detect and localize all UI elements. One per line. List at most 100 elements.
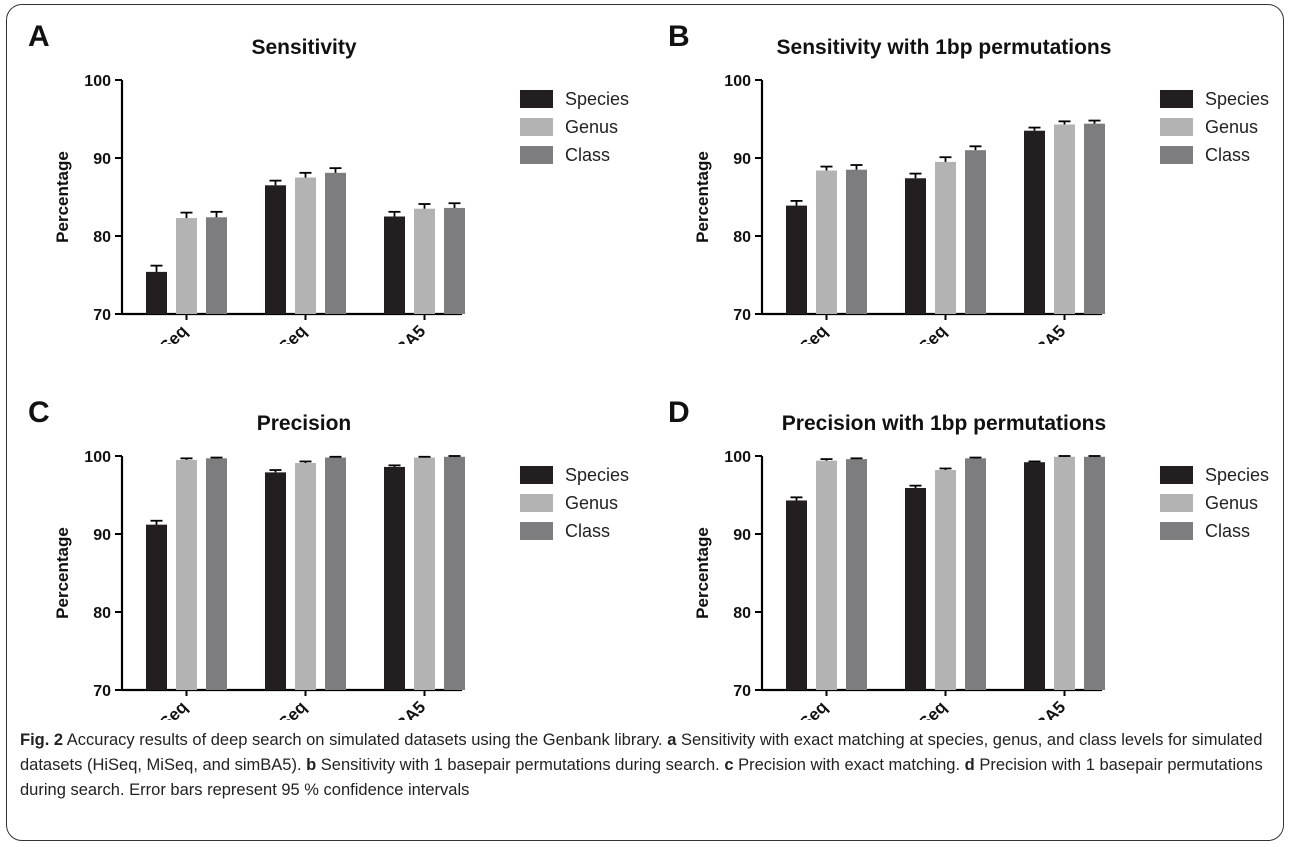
y-tick-label: 100 (84, 449, 111, 466)
bar-genus-miseq (935, 470, 956, 690)
caption-b-label: b (306, 756, 317, 774)
bar-class-hiseq (846, 169, 867, 314)
y-tick-label: 70 (93, 307, 111, 324)
y-tick-label: 100 (724, 73, 751, 90)
panel-letter: C (28, 396, 50, 429)
panel-c-precision: C Precision Percentage 70 80 90 100 HiSeq MiSeq s… (20, 390, 640, 720)
legend-label-species: Species (1205, 89, 1269, 109)
bar-species-simba5 (384, 466, 405, 690)
bar-genus-miseq (935, 161, 956, 314)
bar-class-miseq (325, 457, 346, 690)
legend-label-genus: Genus (565, 493, 618, 513)
y-tick-label: 80 (93, 605, 111, 622)
y-tick-label: 70 (733, 683, 751, 700)
legend-label-species: Species (1205, 465, 1269, 485)
bar-species-hiseq (146, 524, 167, 690)
y-tick-label: 100 (724, 449, 751, 466)
x-tick-label: HiSeq (784, 697, 832, 720)
chart-svg: B Sensitivity with 1bp permutations Percen… (668, 20, 1269, 344)
bar-species-hiseq (786, 500, 807, 690)
bar-species-miseq (265, 472, 286, 690)
legend-swatch-genus (520, 494, 553, 512)
chart-svg: C Precision Percentage 70 80 90 100 HiSeq MiSeq s… (28, 396, 629, 720)
x-tick-label: simBA5 (371, 697, 429, 720)
bar-species-miseq (265, 185, 286, 314)
bar-species-simba5 (1024, 130, 1045, 314)
bar-species-hiseq (786, 205, 807, 314)
bar-species-hiseq (146, 271, 167, 314)
y-tick-label: 80 (93, 229, 111, 246)
chart-title: Sensitivity (251, 36, 356, 59)
figure-caption: Fig. 2 Accuracy results of deep search o… (20, 728, 1275, 803)
y-tick-label: 80 (733, 605, 751, 622)
legend-label-species: Species (565, 89, 629, 109)
caption-a-label: a (667, 731, 677, 749)
bar-class-simba5 (444, 456, 465, 690)
bar-genus-simba5 (414, 208, 435, 314)
bar-class-miseq (965, 150, 986, 314)
legend-swatch-class (520, 522, 553, 540)
y-tick-label: 70 (733, 307, 751, 324)
y-tick-label: 90 (733, 151, 751, 168)
legend-swatch-species (1160, 90, 1193, 108)
bar-class-hiseq (206, 458, 227, 690)
panel-a-sensitivity: A Sensitivity Percentage 70 80 90 100 HiSeq MiSe… (20, 14, 640, 344)
legend-label-genus: Genus (1205, 493, 1258, 513)
legend-swatch-class (1160, 522, 1193, 540)
bar-class-miseq (965, 458, 986, 690)
x-tick-label: HiSeq (144, 697, 192, 720)
x-tick-label: HiSeq (144, 321, 192, 344)
bar-genus-hiseq (816, 460, 837, 690)
x-tick-label: MiSeq (261, 321, 310, 344)
x-tick-label: MiSeq (901, 321, 950, 344)
bar-genus-simba5 (1054, 124, 1075, 315)
bar-class-simba5 (1084, 123, 1105, 315)
bar-genus-simba5 (414, 457, 435, 690)
legend-label-class: Class (565, 521, 610, 541)
bar-genus-miseq (295, 463, 316, 690)
bar-species-miseq (905, 487, 926, 690)
y-tick-label: 90 (733, 527, 751, 544)
legend-label-genus: Genus (1205, 117, 1258, 137)
legend-swatch-genus (520, 118, 553, 136)
caption-d-text: Precision with 1 basepair permutations d… (20, 756, 1263, 799)
legend-label-class: Class (1205, 521, 1250, 541)
y-axis-label: Percentage (693, 527, 712, 619)
panel-letter: B (668, 20, 690, 53)
chart-title: Sensitivity with 1bp permutations (777, 36, 1112, 59)
bar-species-miseq (905, 178, 926, 314)
bar-genus-hiseq (176, 459, 197, 690)
legend-swatch-species (1160, 466, 1193, 484)
legend-label-species: Species (565, 465, 629, 485)
x-tick-label: MiSeq (261, 697, 310, 720)
y-tick-label: 90 (93, 151, 111, 168)
x-tick-label: simBA5 (371, 321, 429, 344)
y-axis-label: Percentage (53, 527, 72, 619)
bar-genus-simba5 (1054, 456, 1075, 690)
caption-a-text: Sensitivity with exact matching at speci… (20, 731, 1263, 774)
caption-fig-label: Fig. 2 (20, 731, 64, 749)
x-tick-label: simBA5 (1011, 321, 1069, 344)
y-tick-label: 90 (93, 527, 111, 544)
legend-swatch-class (520, 146, 553, 164)
legend-swatch-class (1160, 146, 1193, 164)
panel-letter: D (668, 396, 690, 429)
y-axis-label: Percentage (693, 151, 712, 243)
panel-d-precision-1bp: D Precision with 1bp permutations Percenta… (660, 390, 1280, 720)
x-tick-label: HiSeq (784, 321, 832, 344)
legend-label-class: Class (1205, 145, 1250, 165)
legend-label-class: Class (565, 145, 610, 165)
bar-class-miseq (325, 172, 346, 314)
caption-b-text: Sensitivity with 1 basepair permutations… (316, 756, 725, 774)
bar-species-simba5 (384, 216, 405, 314)
figure-frame (6, 4, 1284, 841)
bar-class-simba5 (444, 207, 465, 314)
y-tick-label: 100 (84, 73, 111, 90)
y-tick-label: 70 (93, 683, 111, 700)
bar-species-simba5 (1024, 462, 1045, 690)
legend-swatch-genus (1160, 118, 1193, 136)
bar-class-hiseq (206, 217, 227, 314)
x-tick-label: MiSeq (901, 697, 950, 720)
chart-svg: A Sensitivity Percentage 70 80 90 100 HiSeq MiSe… (28, 20, 629, 344)
chart-title: Precision with 1bp permutations (782, 412, 1106, 435)
